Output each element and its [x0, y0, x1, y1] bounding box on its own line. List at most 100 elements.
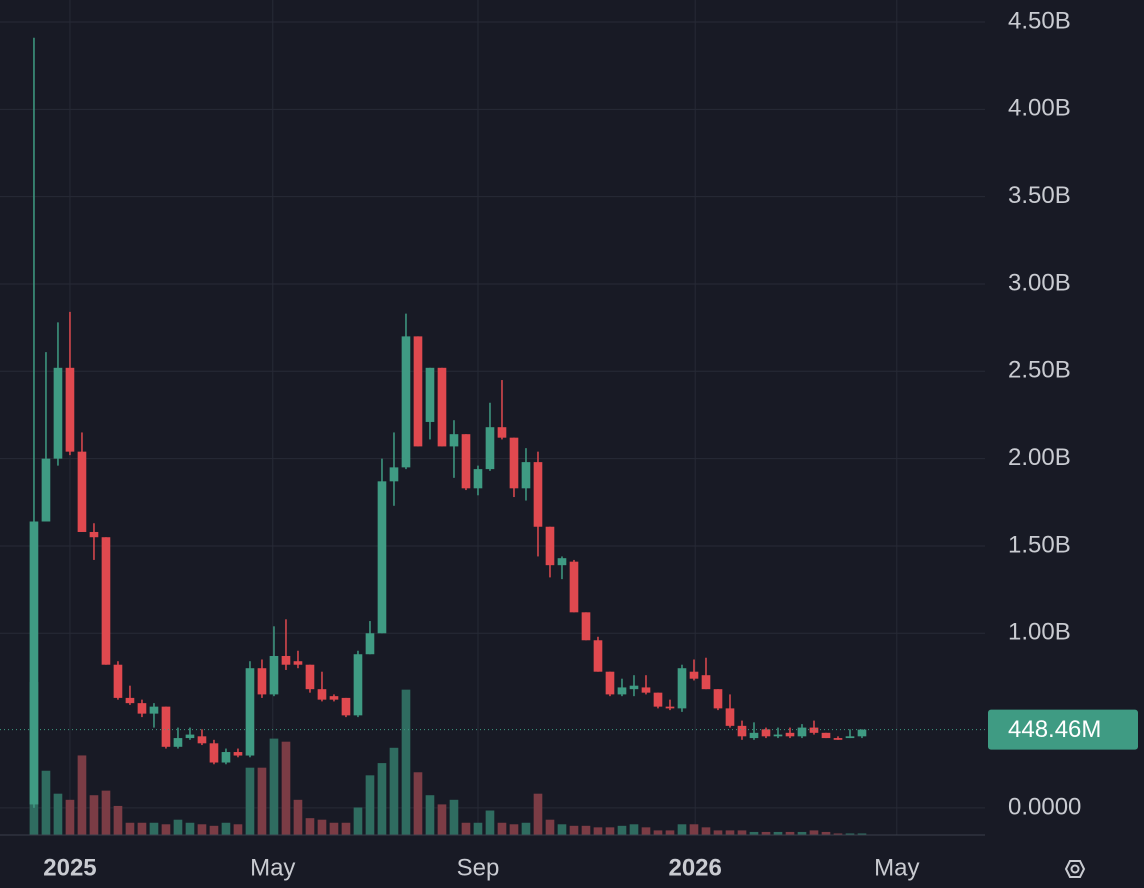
volume-bar	[581, 825, 591, 835]
volume-bar	[329, 822, 339, 835]
candle-body	[65, 367, 75, 452]
candle-body	[521, 462, 531, 489]
settings-button[interactable]	[1064, 860, 1086, 878]
volume-bar	[317, 819, 327, 835]
volume-bar	[497, 822, 507, 835]
volume-bar	[77, 755, 87, 835]
volume-bar	[353, 807, 363, 835]
volume-bar	[113, 805, 123, 835]
x-tick-label: 2025	[43, 854, 96, 881]
candle-body	[737, 725, 747, 737]
candle-body	[677, 668, 687, 709]
volume-bar	[221, 822, 231, 835]
candle-body	[101, 537, 111, 665]
volume-bar	[89, 795, 99, 835]
grid	[0, 0, 985, 835]
volume-bar	[473, 822, 483, 835]
candle-body	[629, 685, 639, 690]
candle-body	[785, 732, 795, 737]
candle-body	[257, 668, 267, 695]
candle-body	[593, 640, 603, 672]
volume-bar	[665, 830, 675, 835]
volume-bar	[737, 830, 747, 835]
candles	[0, 37, 985, 808]
candle-body	[161, 706, 171, 747]
candle-body	[617, 687, 627, 695]
candle-body	[77, 451, 87, 532]
y-tick-label: 0.0000	[1008, 793, 1081, 820]
candle-body	[581, 612, 591, 641]
candle-body	[353, 654, 363, 716]
volume-bar	[125, 822, 135, 835]
volume-bar	[437, 804, 447, 835]
volume-bar	[173, 819, 183, 835]
volume-bar	[677, 824, 687, 835]
volume-bar	[809, 830, 819, 835]
candle-body	[89, 531, 99, 538]
y-tick-label: 1.00B	[1008, 619, 1071, 646]
settings-icon[interactable]	[1064, 860, 1086, 878]
volume-bar	[713, 830, 723, 835]
candle-body	[317, 689, 327, 700]
candle-body	[293, 661, 303, 665]
volume-bar	[761, 831, 771, 835]
volume-bar	[41, 770, 51, 835]
candle-body	[185, 734, 195, 739]
last-price-label: 448.46M	[1008, 716, 1101, 743]
volume-bar	[641, 827, 651, 835]
y-tick-label: 3.00B	[1008, 269, 1071, 296]
candle-body	[833, 738, 843, 740]
candle-body	[485, 427, 495, 470]
candle-body	[653, 692, 663, 707]
volume-bar	[545, 819, 555, 835]
volume-bar	[161, 824, 171, 835]
candle-body	[269, 655, 279, 695]
candle-body	[245, 668, 255, 756]
candle-body	[209, 743, 219, 763]
volume-bar	[149, 822, 159, 835]
y-tick-label: 3.50B	[1008, 182, 1071, 209]
candle-body	[605, 671, 615, 695]
volume-bar	[53, 793, 63, 835]
candle-body	[401, 336, 411, 468]
candle-body	[857, 729, 867, 737]
y-tick-label: 4.50B	[1008, 7, 1071, 34]
volume-bar	[725, 830, 735, 835]
volume-bar	[617, 825, 627, 835]
volume-bar	[209, 825, 219, 835]
volume-bar	[485, 810, 495, 835]
volume-bar	[413, 772, 423, 835]
x-tick-label: 2026	[668, 854, 721, 881]
volume-bar	[269, 738, 279, 835]
volume-bar	[701, 827, 711, 835]
volume-bar	[461, 822, 471, 835]
volume-bar	[401, 689, 411, 835]
volume-bar	[797, 831, 807, 835]
candle-body	[233, 752, 243, 756]
candle-body	[497, 427, 507, 438]
volume-bar	[653, 830, 663, 835]
x-tick-label: Sep	[457, 854, 500, 881]
volume-bar	[569, 825, 579, 835]
candle-body	[53, 367, 63, 459]
candle-body	[341, 697, 351, 716]
candle-body	[665, 706, 675, 709]
candle-body	[329, 696, 339, 700]
volume-bar	[365, 775, 375, 835]
volume-bar	[245, 767, 255, 835]
candle-body	[701, 675, 711, 690]
candle-body	[821, 732, 831, 739]
candle-body	[149, 706, 159, 714]
candle-body	[125, 697, 135, 704]
volume-bar	[773, 831, 783, 835]
candle-body	[797, 727, 807, 737]
candle-body	[425, 367, 435, 422]
volume-bar	[293, 799, 303, 835]
volume-bar	[425, 795, 435, 835]
candle-body	[773, 734, 783, 737]
volume-bar	[593, 827, 603, 835]
y-tick-label: 4.00B	[1008, 95, 1071, 122]
volume-bar	[233, 824, 243, 835]
